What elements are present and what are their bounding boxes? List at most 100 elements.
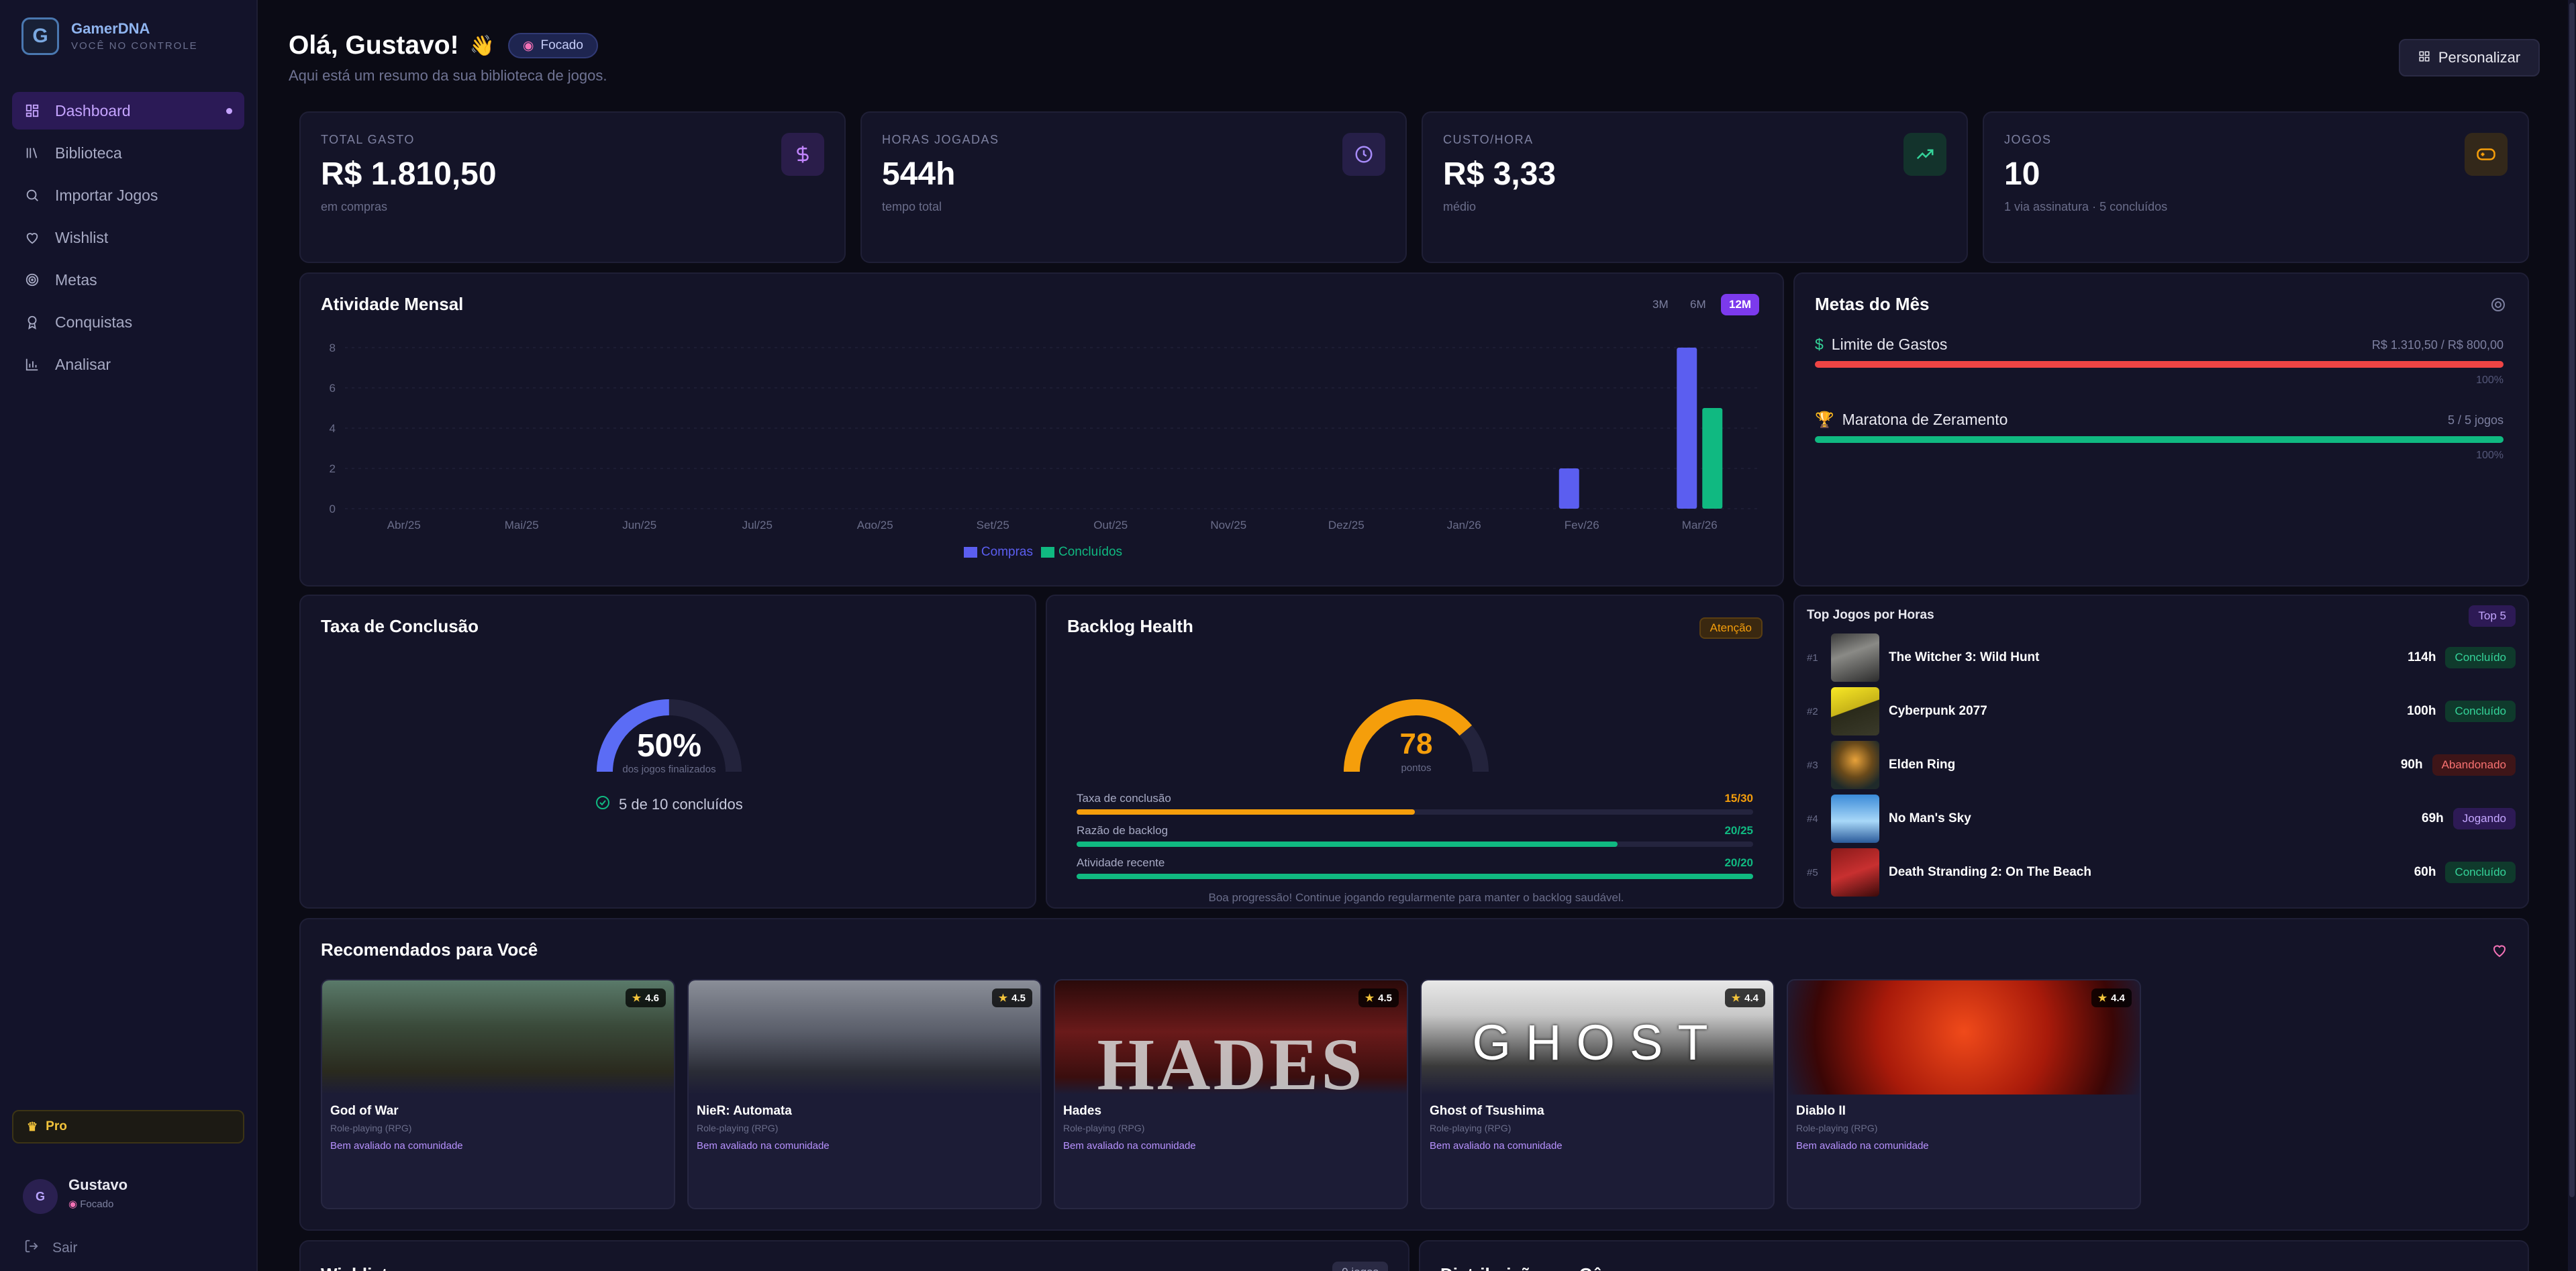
rec-genre: Role-playing (RPG) [1430, 1123, 1512, 1133]
star-icon: ★ [998, 993, 1008, 1004]
stat-label: HORAS JOGADAS [882, 133, 999, 146]
gauge-fill [597, 699, 742, 772]
y-tick-label: 8 [330, 342, 336, 354]
stat-card-jogos: JOGOS 10 1 via assinatura · 5 concluídos [1983, 111, 2529, 263]
backlog-score-caption: pontos [1401, 762, 1432, 774]
backlog-metric-value: 20/25 [1724, 824, 1753, 837]
range-3m-button[interactable]: 3M [1652, 298, 1669, 311]
x-tick-label: Mar/26 [1682, 519, 1718, 529]
x-tick-label: Nov/25 [1210, 519, 1246, 529]
recommendation-card[interactable]: ★ 4.4 Diablo II Role-playing (RPG) Bem av… [1787, 979, 2141, 1209]
top-game-row[interactable]: #3 Elden Ring 90h Abandonado [1807, 741, 2516, 789]
rating-badge: ★ 4.4 [1724, 988, 1765, 1007]
completion-card: Taxa de Conclusão 50% dos jogos finaliza… [299, 595, 1036, 909]
star-icon: ★ [632, 993, 642, 1004]
x-tick-label: Jun/25 [622, 519, 656, 529]
recommendation-card[interactable]: GHOST ★ 4.4 Ghost of Tsushima Role-playin… [1420, 979, 1775, 1209]
legend-item-compras[interactable]: Compras [963, 545, 1033, 560]
nav-item-metas[interactable]: Metas [12, 261, 244, 299]
backlog-status-badge: Atenção [1699, 617, 1763, 639]
active-dot [226, 107, 232, 114]
greeting-text: Olá, Gustavo! [289, 31, 459, 60]
backlog-metric-label: Taxa de conclusão [1077, 792, 1171, 805]
range-12m-button[interactable]: 12M [1721, 294, 1760, 315]
nav-label: Wishlist [55, 228, 109, 246]
game-cover-art-text: GHOST [1472, 1015, 1723, 1070]
legend-item-concluidos[interactable]: Concluídos [1041, 545, 1122, 560]
nav-item-dashboard[interactable]: Dashboard [12, 92, 244, 130]
rec-title: Ghost of Tsushima [1430, 1104, 1544, 1118]
top-game-row[interactable]: #1 The Witcher 3: Wild Hunt 114h Concluí… [1807, 633, 2516, 682]
legend-label: Compras [981, 545, 1033, 559]
top-games-card: Top Jogos por Horas Top 5 #1 The Witcher… [1793, 595, 2529, 909]
sidebar: G GamerDNA VOCÊ NO CONTROLE Dashboard Bi… [0, 0, 258, 1271]
rating-value: 4.4 [1744, 992, 1758, 1004]
top-game-row[interactable]: #4 No Man's Sky 69h Jogando [1807, 795, 2516, 843]
game-cover-image [1788, 980, 2140, 1095]
x-tick-label: Jan/26 [1447, 519, 1481, 529]
completion-gauge [597, 699, 742, 772]
backlog-title: Backlog Health [1067, 616, 1193, 636]
stat-sub: tempo total [882, 200, 942, 213]
stat-sub: em compras [321, 200, 388, 213]
nav-item-importar[interactable]: Importar Jogos [12, 176, 244, 214]
customize-button[interactable]: Personalizar [2399, 39, 2540, 77]
scrollbar-thumb[interactable] [2569, 3, 2575, 1197]
stat-card-custo-hora: CUSTO/HORA R$ 3,33 médio [1422, 111, 1968, 263]
x-tick-label: Dez/25 [1328, 519, 1365, 529]
game-cover-image [1831, 741, 1879, 789]
backlog-metric-fill [1077, 874, 1753, 879]
bar-compras [1558, 468, 1579, 509]
nav-item-wishlist[interactable]: Wishlist [12, 219, 244, 256]
heart-icon[interactable] [2491, 942, 2508, 962]
rec-note: Bem avaliado na comunidade [1063, 1140, 1196, 1152]
recommendation-card[interactable]: ★ 4.6 God of War Role-playing (RPG) Bem a… [321, 979, 675, 1209]
top-games-title: Top Jogos por Horas [1807, 608, 1934, 622]
goal-progress-bar [1815, 436, 2504, 443]
top-game-hours: 60h [2414, 865, 2436, 879]
library-icon [24, 145, 40, 161]
bar-concluidos [1702, 408, 1723, 509]
goal-progress-bar [1815, 361, 2504, 368]
status-badge: Concluído [2445, 701, 2516, 722]
bar-chart-icon [24, 356, 40, 372]
customize-label: Personalizar [2438, 49, 2521, 66]
game-cover-image [1831, 795, 1879, 843]
y-tick-label: 6 [330, 382, 336, 395]
scrollbar-track[interactable] [2568, 0, 2576, 1271]
app-logo[interactable]: G [21, 17, 59, 55]
greeting: Olá, Gustavo! 👋 ◉ Focado [289, 31, 598, 60]
wave-emoji: 👋 [469, 34, 495, 57]
avatar[interactable]: G [23, 1179, 58, 1214]
plan-badge[interactable]: ♛ Pro [12, 1110, 244, 1143]
nav-item-analisar[interactable]: Analisar [12, 346, 244, 383]
logout-button[interactable]: Sair [24, 1239, 77, 1258]
top-game-row[interactable]: #2 Cyberpunk 2077 100h Concluído [1807, 687, 2516, 735]
mode-chip[interactable]: ◉ Focado [507, 33, 598, 58]
range-6m-button[interactable]: 6M [1690, 298, 1706, 311]
wishlist-count-badge: 0 jogos [1332, 1262, 1388, 1271]
nav-item-biblioteca[interactable]: Biblioteca [12, 134, 244, 172]
top-game-row[interactable]: #5 Death Stranding 2: On The Beach 60h C… [1807, 848, 2516, 897]
nav-label: Dashboard [55, 101, 131, 119]
genre-card: Distribuição por Gênero [1419, 1240, 2529, 1271]
goal-percent: 100% [2476, 374, 2504, 386]
rec-title: Diablo II [1796, 1104, 1846, 1118]
nav-label: Metas [55, 270, 97, 289]
genre-title: Distribuição por Gênero [1440, 1264, 1640, 1271]
nav-item-conquistas[interactable]: Conquistas [12, 303, 244, 341]
recommendation-card[interactable]: HADES ★ 4.5 Hades Role-playing (RPG) Bem … [1054, 979, 1408, 1209]
status-badge: Jogando [2453, 808, 2516, 829]
recommendation-card[interactable]: ★ 4.5 NieR: Automata Role-playing (RPG) B… [687, 979, 1042, 1209]
settings-icon[interactable] [2490, 297, 2506, 316]
top-game-rank: #3 [1807, 759, 1818, 771]
mode-chip-label: Focado [540, 38, 583, 52]
goal-percent: 100% [2476, 450, 2504, 461]
top-games-badge: Top 5 [2469, 605, 2516, 627]
rec-note: Bem avaliado na comunidade [1796, 1140, 1929, 1152]
rec-title: God of War [330, 1104, 399, 1118]
top-game-name: The Witcher 3: Wild Hunt [1889, 650, 2040, 664]
bar-compras [1677, 348, 1697, 509]
top-game-rank: #4 [1807, 813, 1818, 825]
x-tick-label: Abr/25 [387, 519, 421, 529]
